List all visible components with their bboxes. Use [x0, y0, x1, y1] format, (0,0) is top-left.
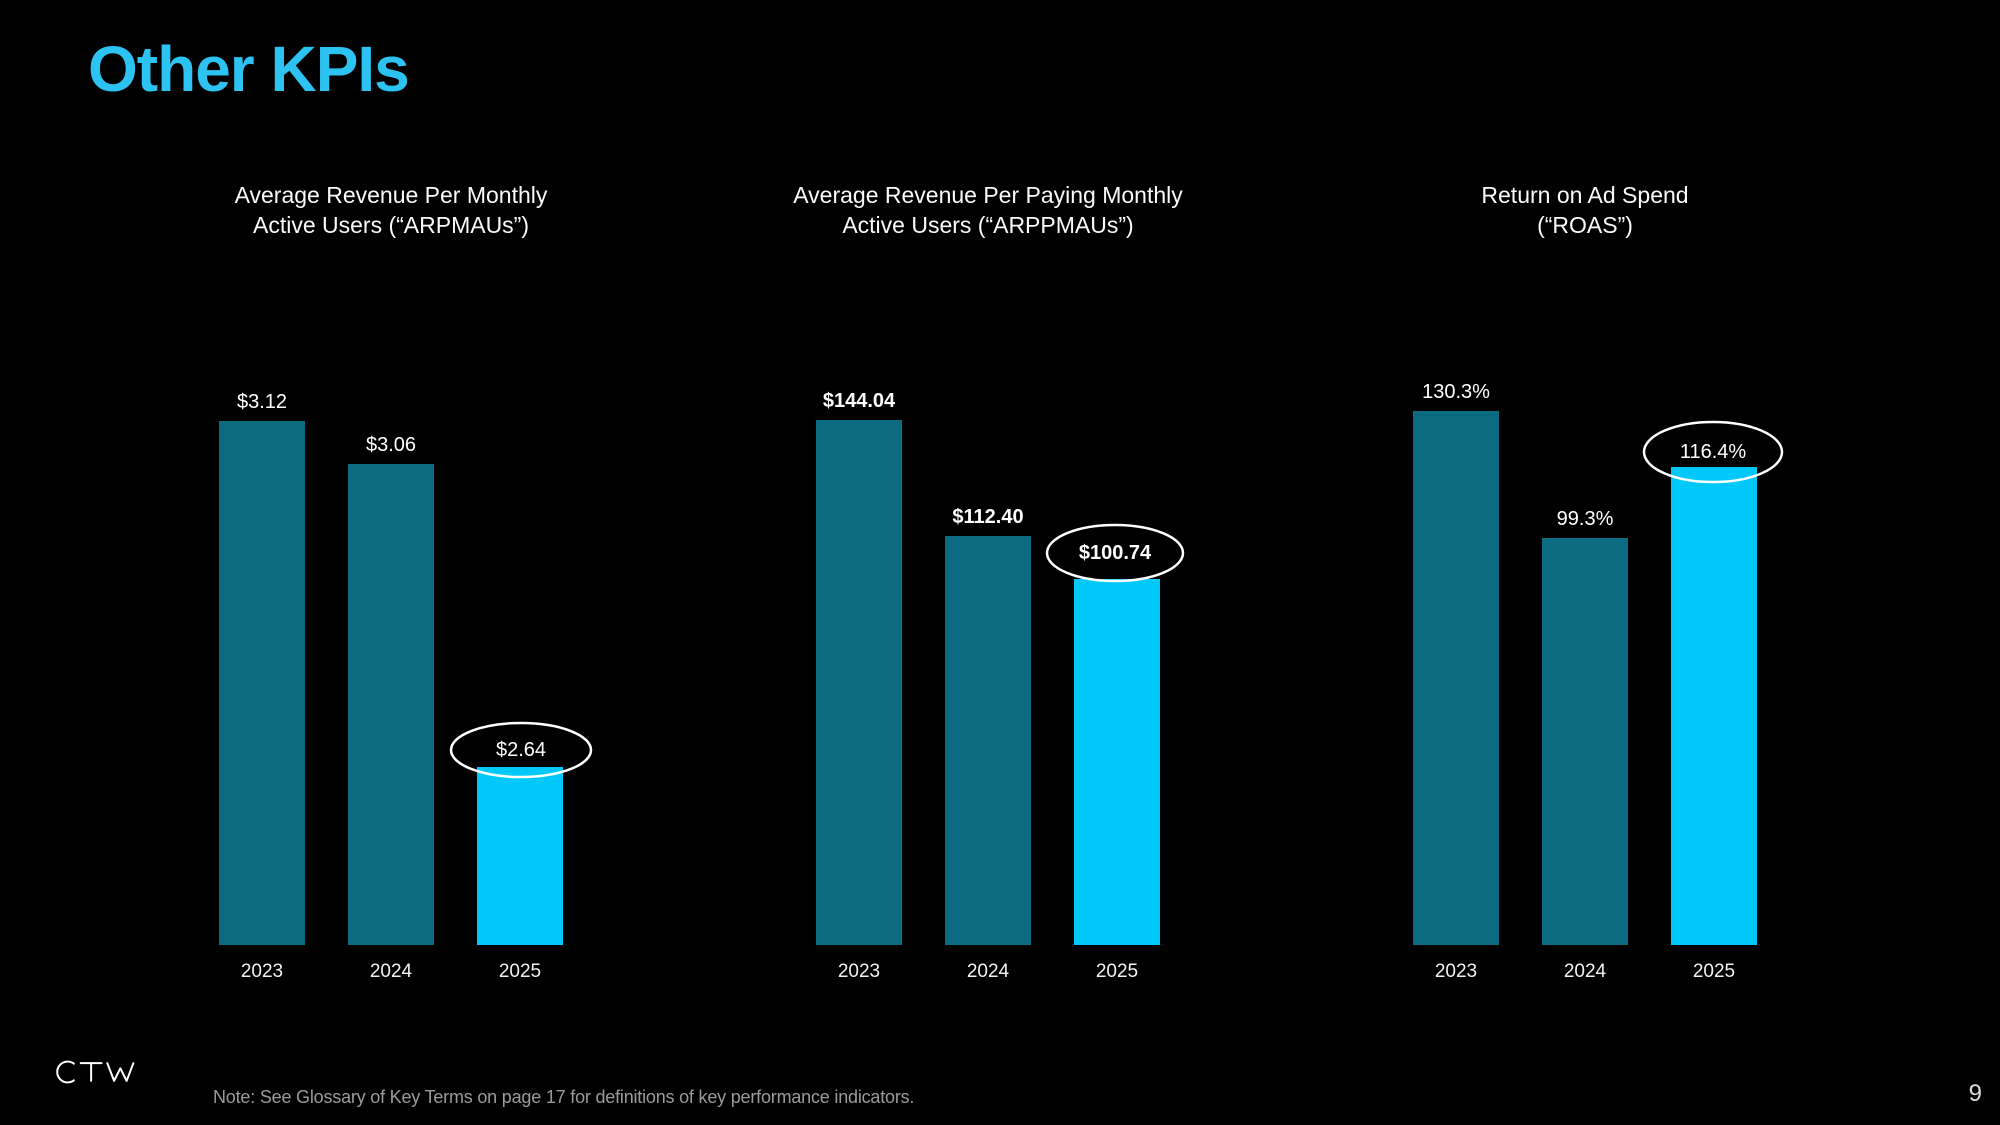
bar-2024: [348, 464, 434, 945]
value-label-2025: 116.4%: [1679, 441, 1747, 463]
highlight-ellipse: [1045, 523, 1185, 583]
bar-2024: [945, 536, 1031, 945]
footer-note: Note: See Glossary of Key Terms on page …: [213, 1087, 915, 1107]
value-label-2024: $3.06: [365, 434, 417, 456]
bar-2025: [1074, 579, 1160, 945]
bar-2023: [219, 421, 305, 945]
category-label-2025: 2025: [1692, 961, 1736, 982]
value-label-2024: $112.40: [952, 506, 1024, 528]
category-label-2025: 2025: [1095, 961, 1139, 982]
category-label-2023: 2023: [1434, 961, 1478, 982]
logo-letter-w: [106, 1062, 135, 1082]
logo-letter-t: [79, 1062, 103, 1082]
category-label-2023: 2023: [837, 961, 881, 982]
category-label-2024: 2024: [369, 961, 413, 982]
highlight-ellipse: [1642, 420, 1784, 484]
bar-2023: [816, 420, 902, 945]
bar-2024: [1542, 538, 1628, 945]
highlight-ellipse: [449, 721, 593, 779]
category-label-2023: 2023: [240, 961, 284, 982]
chart-title: Average Revenue Per Paying Monthly Activ…: [793, 182, 1183, 238]
chart-title: Average Revenue Per Monthly Active Users…: [234, 182, 548, 238]
category-label-2024: 2024: [966, 961, 1010, 982]
ctw-logo: CTW: [52, 1056, 148, 1093]
ctw-logo-glyphs: CTW: [56, 1060, 135, 1084]
slide-title: Other KPIs: [88, 33, 410, 105]
bar-2023: [1413, 411, 1499, 945]
category-label-2024: 2024: [1563, 961, 1607, 982]
value-label-2023: $3.12: [236, 391, 288, 413]
value-label-2023: $144.04: [822, 390, 896, 412]
bar-2025: [1671, 467, 1757, 945]
logo-letter-c: [56, 1060, 75, 1084]
chart-title: Return on Ad Spend (“ROAS”): [1481, 182, 1689, 238]
value-label-2024: 99.3%: [1556, 508, 1614, 530]
bar-2025: [477, 767, 563, 945]
value-label-2025: $100.74: [1078, 542, 1152, 564]
category-label-2025: 2025: [498, 961, 542, 982]
value-label-2025: $2.64: [495, 739, 547, 761]
value-label-2023: 130.3%: [1422, 381, 1490, 403]
page-number: 9: [1968, 1080, 1982, 1107]
